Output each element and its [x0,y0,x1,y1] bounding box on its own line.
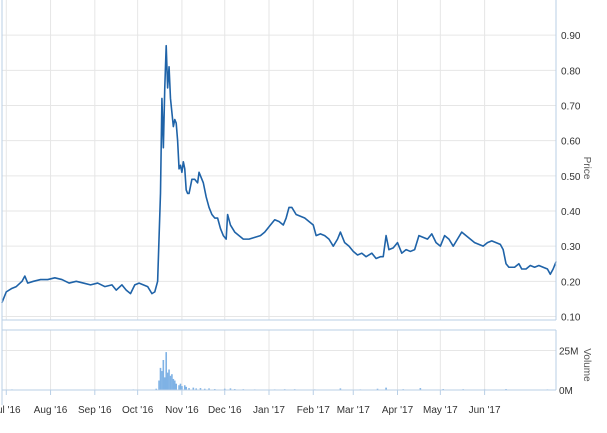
x-tick-label: Aug '16 [34,405,68,416]
volume-bar [169,375,172,390]
price-tick-label: 0.70 [561,101,581,112]
volume-bar [183,385,186,390]
price-tick-label: 0.10 [561,312,581,323]
volume-tick-label: 25M [559,347,578,358]
volume-bar [159,367,162,390]
volume-bar [163,377,166,390]
price-line [1,44,557,304]
volume-bar [195,388,197,390]
volume-bar [172,378,175,390]
volume-bar [161,371,163,390]
volume-bar [173,380,176,390]
volume-bar [188,388,190,390]
volume-bar [376,388,379,390]
volume-bar [419,388,422,390]
price-tick-label: 0.30 [561,242,581,253]
volume-bar [199,388,202,390]
volume-bar [179,383,182,390]
volume-bar [192,387,195,390]
volume-bar [178,385,180,390]
volume-bar [208,388,210,390]
volume-bar [171,374,173,390]
volume-bar [166,372,169,390]
x-tick-label: Oct '16 [122,405,154,416]
x-tick-label: Jul '16 [0,405,21,416]
price-tick-label: 0.90 [561,31,581,42]
x-tick-label: May '17 [423,405,458,416]
volume-bar [168,369,170,390]
volume-bar [185,386,187,390]
price-tick-label: 0.50 [561,172,581,183]
x-tick-label: Dec '16 [208,405,242,416]
volume-bar [158,380,160,390]
grid [2,0,556,395]
price-series [1,44,557,304]
volume-bar [223,388,226,390]
price-axis-title: Price [581,157,592,180]
volume-bar [203,388,206,390]
x-tick-label: Apr '17 [382,405,414,416]
price-tick-label: 0.20 [561,277,581,288]
volume-bar [175,383,177,390]
x-tick-label: Jan '17 [253,405,285,416]
price-tick-label: 0.40 [561,207,581,218]
x-tick-label: Nov '16 [165,405,199,416]
volume-tick-label: 0M [559,386,573,397]
volume-bar [339,388,342,390]
volume-bar [385,387,387,390]
price-tick-label: 0.60 [561,137,581,148]
price-tick-label: 0.80 [561,66,581,77]
x-tick-label: Feb '17 [297,405,330,416]
tick-labels: Jul '16 Aug '16 Sep '16 Oct '16 Nov '16 Dec '… [0,31,581,416]
volume-axis-title: Volume [581,348,592,382]
x-tick-label: Mar '17 [337,405,370,416]
x-tick-label: Jun '17 [469,405,501,416]
axes: Price Volume [1,0,592,405]
volume-bar [162,360,165,390]
volume-bar [155,388,158,390]
volume-bar [181,386,183,390]
volume-bar [165,352,168,390]
volume-bar [229,388,232,390]
x-tick-label: Sep '16 [78,405,112,416]
